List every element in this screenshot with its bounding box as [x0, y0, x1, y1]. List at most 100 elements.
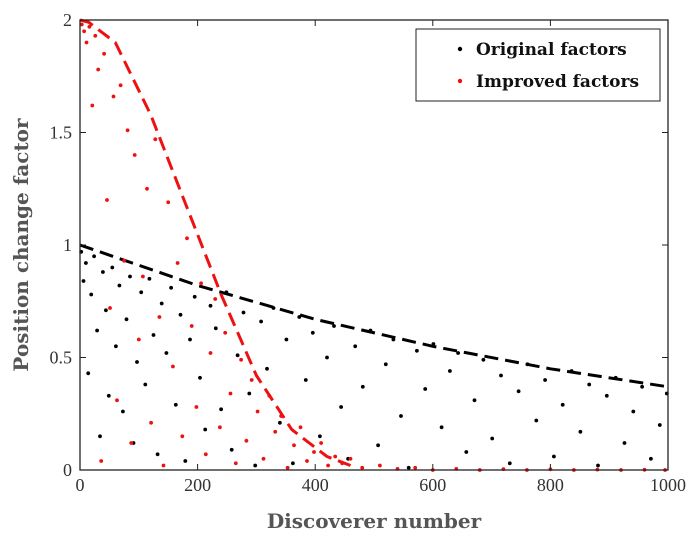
improved-point	[108, 306, 112, 310]
improved-point	[105, 198, 109, 202]
original-point	[649, 456, 653, 461]
original-point	[95, 328, 99, 333]
improved-point	[175, 261, 180, 265]
original-point	[423, 387, 428, 391]
original-point	[516, 389, 521, 394]
improved-point	[319, 441, 323, 445]
ticks-layer: 0 200 400 600 800 1000 0 0.5 1 1.5 2	[50, 10, 687, 495]
improved-point	[161, 463, 166, 468]
y-tick-label: 0	[63, 460, 72, 480]
improved-point	[326, 463, 330, 468]
y-tick-label: 0.5	[50, 348, 73, 368]
x-tick-label: 400	[302, 475, 329, 495]
improved-point	[153, 137, 158, 142]
original-point	[253, 463, 258, 468]
original-point	[481, 357, 486, 362]
improved-point	[199, 281, 204, 286]
original-point	[499, 373, 503, 378]
improved-point	[213, 297, 218, 301]
original-point	[464, 450, 469, 454]
original-point	[259, 319, 263, 324]
improved-point	[228, 391, 233, 396]
original-point	[104, 308, 108, 313]
original-point	[543, 378, 547, 382]
y-tick-label: 1	[63, 235, 72, 255]
original-point	[147, 276, 152, 281]
x-tick-label: 1000	[650, 475, 686, 495]
y-axis-title: Position change factor	[9, 118, 33, 372]
original-point	[135, 360, 139, 364]
original-point	[114, 344, 118, 349]
original-point	[235, 353, 240, 358]
improved-point	[180, 434, 185, 439]
original-point	[657, 423, 662, 427]
original-point	[376, 443, 380, 448]
improved-point	[333, 454, 338, 459]
improved-point	[413, 465, 418, 470]
original-point	[155, 452, 160, 457]
improved-point	[298, 425, 303, 430]
original-point	[406, 465, 411, 470]
improved-point	[273, 429, 278, 434]
improved-point	[261, 456, 266, 461]
improved-point	[90, 103, 95, 108]
improved-point	[185, 236, 189, 241]
improved-point	[122, 258, 126, 263]
improved-point	[223, 330, 228, 335]
original-point	[325, 355, 329, 360]
y-tick-label: 1.5	[50, 123, 73, 143]
original-point	[534, 418, 539, 423]
improved-point	[312, 450, 316, 454]
legend-label-improved: Improved factors	[476, 72, 639, 92]
improved-point	[378, 463, 382, 468]
original-point	[265, 366, 269, 371]
y-tick-label: 2	[63, 10, 72, 30]
x-tick-label: 200	[184, 475, 211, 495]
original-point	[490, 436, 495, 441]
x-tick-label: 600	[419, 475, 446, 495]
improved-point	[157, 315, 162, 319]
original-point	[106, 393, 111, 398]
improved-point	[141, 274, 145, 279]
original-point	[310, 330, 315, 335]
original-point	[247, 391, 252, 396]
original-point	[192, 294, 197, 299]
original-point	[86, 371, 91, 376]
original-point	[183, 459, 188, 463]
plot-layer	[79, 18, 669, 472]
improved-point	[111, 94, 116, 99]
improved-point	[285, 465, 290, 470]
original-point	[219, 407, 224, 412]
original-point	[415, 348, 419, 353]
original-point	[229, 447, 234, 452]
improved-point	[255, 409, 260, 414]
original-point	[303, 378, 308, 382]
original-point	[117, 283, 122, 288]
x-axis-title: Discoverer number	[267, 509, 482, 533]
original-point	[399, 414, 403, 418]
improved-point	[171, 364, 175, 369]
original-point	[291, 461, 295, 466]
original-point	[198, 375, 202, 380]
improved-point	[305, 459, 309, 463]
legend-label-original: Original factors	[476, 40, 627, 60]
x-tick-label: 0	[76, 475, 85, 495]
original-point	[173, 402, 178, 407]
improved-point	[132, 153, 137, 157]
legend: Original factors Improved factors	[415, 28, 661, 102]
original-point	[164, 351, 169, 355]
improved-point	[194, 405, 199, 409]
improved-point	[203, 452, 208, 457]
original-point	[188, 337, 192, 342]
original-point	[360, 384, 365, 389]
original-point	[159, 301, 164, 306]
improved-point	[244, 438, 249, 443]
improved-point	[115, 398, 119, 403]
improved-point	[292, 443, 296, 448]
original-point	[278, 420, 282, 425]
improved-point	[218, 425, 222, 430]
improved-point	[102, 51, 106, 56]
original-point	[178, 312, 183, 317]
original-point	[128, 274, 132, 279]
original-point	[578, 429, 583, 434]
